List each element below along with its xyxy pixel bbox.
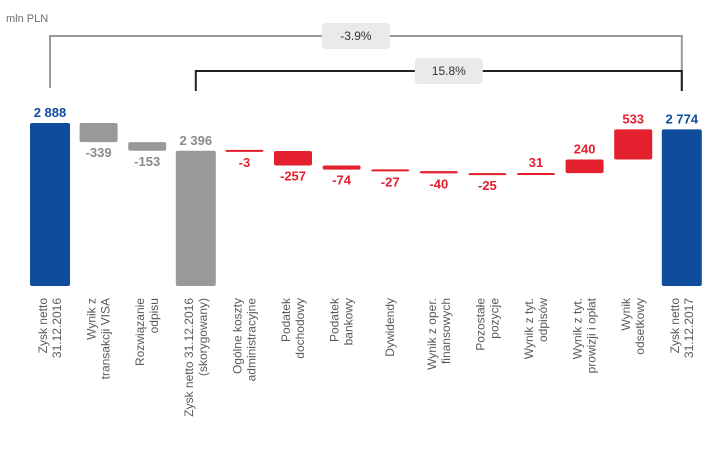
category-label-line: transakcji VISA <box>99 298 113 379</box>
bar <box>371 169 410 172</box>
category-label-line: bankowy <box>342 298 356 345</box>
category-label-line: odpisu <box>147 298 161 333</box>
category-label-line: Podatek <box>328 297 342 342</box>
category-label: Podatek dochodowy <box>279 297 307 359</box>
category-label: Ogólne koszty administracyjne <box>230 298 258 382</box>
category-label-line: pozycje <box>487 298 501 339</box>
bar <box>128 142 167 151</box>
category-label-line: odsetkowy <box>633 298 647 355</box>
category-label: Wynik z transakcji VISA <box>85 298 113 379</box>
value-label: 2 888 <box>34 105 67 120</box>
category-label-line: odpisów <box>536 298 550 342</box>
value-label: -3 <box>239 155 251 170</box>
category-label-line: Zysk netto <box>36 298 50 354</box>
category-label-line: Zysk netto 31.12.2016 <box>182 298 196 417</box>
value-label: 240 <box>574 142 596 157</box>
category-label-line: dochodowy <box>293 298 307 359</box>
category-label-line: Ogólne koszty <box>230 298 244 374</box>
category-label-line: administracyjne <box>244 298 258 382</box>
bar <box>79 123 118 143</box>
category-label-line: Wynik <box>619 297 633 331</box>
category-label-line: Dywidendy <box>383 298 397 357</box>
bar <box>175 150 216 286</box>
comparison-label: 15.8% <box>432 64 466 78</box>
bar <box>565 159 604 174</box>
bar <box>274 150 312 166</box>
category-label: Wynik z tyt. prowizji i opłat <box>571 297 599 373</box>
value-label: -339 <box>86 145 112 160</box>
value-label: 533 <box>622 111 644 126</box>
category-label-line: Rozwiązanie <box>133 298 147 366</box>
unit-label: mln PLN <box>6 13 48 25</box>
value-label: -25 <box>478 178 497 193</box>
value-label: 31 <box>529 155 543 170</box>
category-label: Dywidendy <box>383 298 397 357</box>
value-label: -257 <box>280 168 306 183</box>
value-label: -153 <box>134 154 160 169</box>
bar <box>322 165 361 170</box>
category-label-line: Wynik z tyt. <box>571 298 585 359</box>
category-label-line: Pozostałe <box>473 298 487 351</box>
category-label: Zysk netto 31.12.2017 <box>668 298 696 358</box>
category-labels-group: Zysk netto 31.12.2016 Wynik z transakcji VI… <box>36 297 696 417</box>
value-label: 2 774 <box>666 111 699 126</box>
bar <box>614 129 653 160</box>
category-label: Zysk netto 31.12.2016 <box>36 298 64 358</box>
bars-group <box>30 123 702 286</box>
category-label: Wynik z oper. finansowych <box>425 298 453 370</box>
comparison-brackets: -3.9% 15.8% <box>49 23 683 91</box>
value-label: -74 <box>332 173 352 188</box>
category-label-line: Wynik z tyt. <box>522 298 536 359</box>
category-label-line: Zysk netto <box>668 298 682 354</box>
comparison-badge <box>414 58 483 84</box>
category-label-line: prowizji i opłat <box>585 297 599 373</box>
category-label-line: Podatek <box>279 297 293 342</box>
comparison-badge <box>321 23 390 49</box>
value-label: -27 <box>381 174 400 189</box>
comparison-label: -3.9% <box>340 29 372 43</box>
bar <box>419 171 458 174</box>
category-label: Wynik odsetkowy <box>619 297 647 355</box>
bar <box>468 173 507 176</box>
bar <box>225 149 264 152</box>
category-label-line: 31.12.2016 <box>50 298 64 358</box>
category-label-line: 31.12.2017 <box>682 298 696 358</box>
value-label: 2 396 <box>180 133 213 148</box>
category-label-line: finansowych <box>439 298 453 364</box>
category-label-line: (skorygowany) <box>196 298 210 376</box>
bar <box>30 123 70 286</box>
value-labels-group: 2 888 -339 -153 2 396 -3 -257 -74 -27 -40 -25 31 24… <box>34 105 699 193</box>
bar <box>517 172 555 175</box>
category-label: Zysk netto 31.12.2016 (skorygowany) <box>182 298 210 417</box>
category-label: Podatek bankowy <box>328 297 356 345</box>
category-label: Pozostałe pozycje <box>473 298 501 351</box>
category-label: Rozwiązanie odpisu <box>133 298 161 366</box>
value-label: -40 <box>429 176 448 191</box>
bar <box>661 129 702 286</box>
category-label: Wynik z tyt. odpisów <box>522 298 550 360</box>
category-label-line: Wynik z oper. <box>425 298 439 370</box>
category-label-line: Wynik z <box>85 298 99 340</box>
